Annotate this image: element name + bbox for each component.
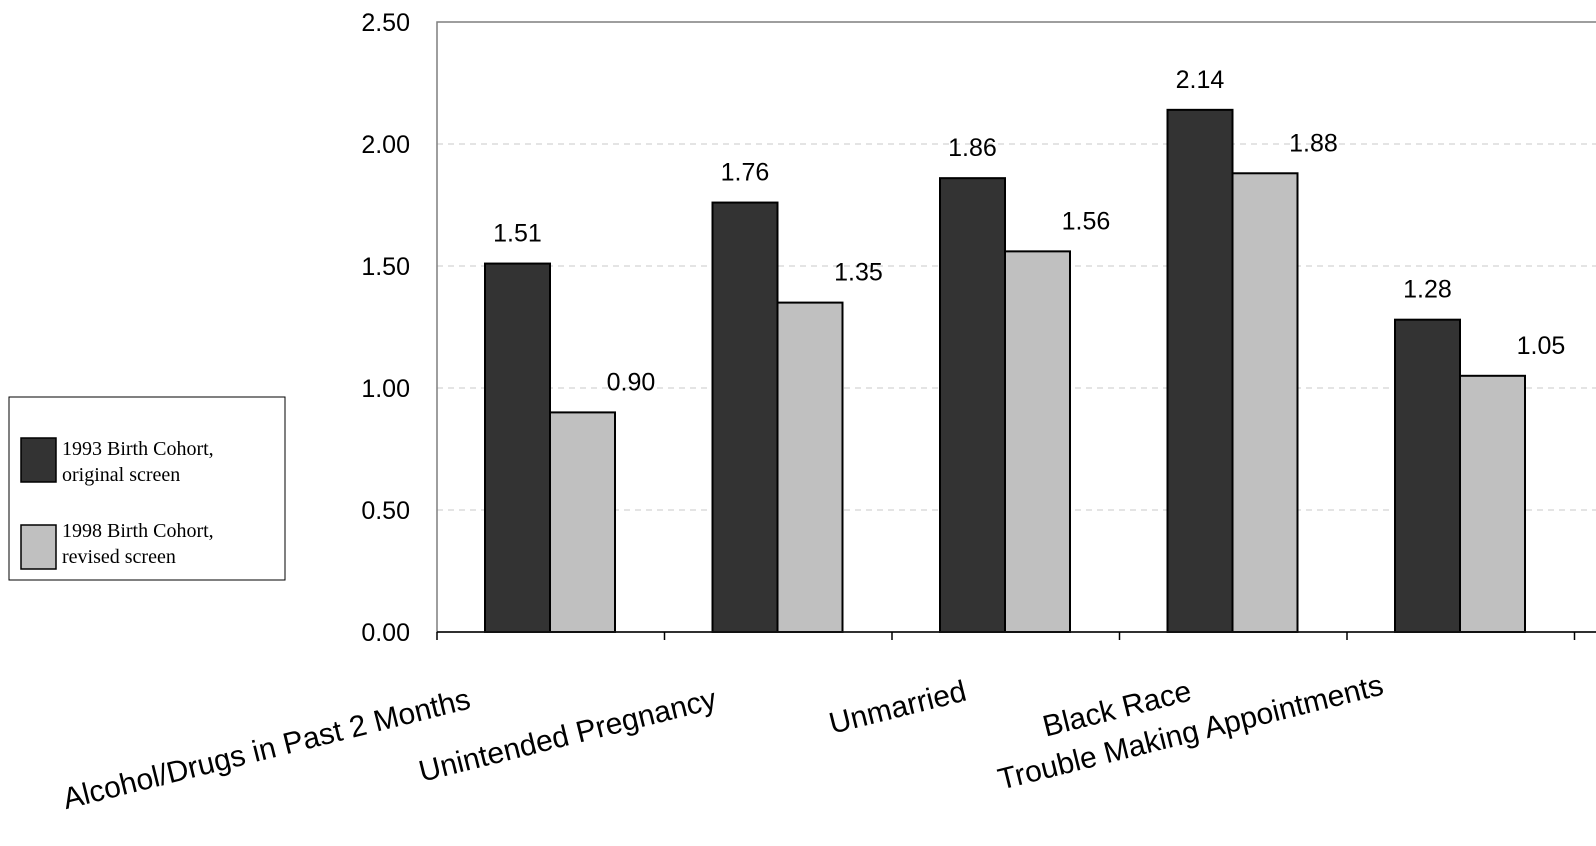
bar-series-2 xyxy=(776,301,844,633)
legend-label-series-1-line-2: original screen xyxy=(62,464,180,486)
legend-swatch-series-2 xyxy=(20,524,57,570)
bars xyxy=(484,108,1526,634)
bar-series-2 xyxy=(1459,374,1526,633)
legend-label-series-2-line-1: 1998 Birth Cohort, xyxy=(62,520,214,542)
bar-series-2 xyxy=(1004,250,1071,634)
data-label-series-2: 1.05 xyxy=(1517,332,1566,360)
data-label-series-2: 0.90 xyxy=(607,368,656,396)
x-category-label: Unmarried xyxy=(826,675,970,741)
y-tick-label: 0.50 xyxy=(361,497,410,525)
bar-series-2 xyxy=(1231,172,1299,633)
y-tick-label: 1.00 xyxy=(361,375,410,403)
bar-series-1 xyxy=(1394,318,1461,633)
data-label-series-1: 2.14 xyxy=(1176,66,1225,94)
x-axis-category-labels: Alcohol/Drugs in Past 2 MonthsUnintended… xyxy=(60,669,1387,816)
bar-series-1 xyxy=(1166,108,1234,633)
data-label-series-1: 1.86 xyxy=(948,134,997,162)
data-labels: 1.51 0.90 1.76 1.35 1.86 1.56 2.14 1.88 1.28 1.05 xyxy=(493,66,1565,397)
bar-series-1 xyxy=(484,262,551,633)
bar-series-1 xyxy=(711,201,779,633)
bar-series-2 xyxy=(549,411,616,633)
data-label-series-1: 1.51 xyxy=(493,220,542,248)
y-tick-label: 2.50 xyxy=(361,9,410,37)
data-label-series-1: 1.28 xyxy=(1403,276,1452,304)
data-label-series-2: 1.35 xyxy=(834,259,883,287)
y-tick-label: 0.00 xyxy=(361,619,410,647)
x-category-label: Alcohol/Drugs in Past 2 Months xyxy=(60,683,474,816)
y-tick-label: 2.00 xyxy=(361,131,410,159)
legend: 1993 Birth Cohort, original screen 1998 … xyxy=(8,396,286,581)
bar-series-1 xyxy=(939,177,1006,633)
legend-label-series-2-line-2: revised screen xyxy=(62,546,176,568)
data-label-series-2: 1.88 xyxy=(1289,129,1338,157)
y-tick-label: 1.50 xyxy=(361,253,410,281)
data-label-series-1: 1.76 xyxy=(721,159,770,187)
legend-label-series-1-line-1: 1993 Birth Cohort, xyxy=(62,438,214,460)
data-label-series-2: 1.56 xyxy=(1062,207,1111,235)
y-axis-tick-labels: 0.00 0.50 1.00 1.50 2.00 2.50 xyxy=(361,9,410,647)
legend-swatch-series-1 xyxy=(20,437,57,483)
axes xyxy=(436,21,1596,640)
